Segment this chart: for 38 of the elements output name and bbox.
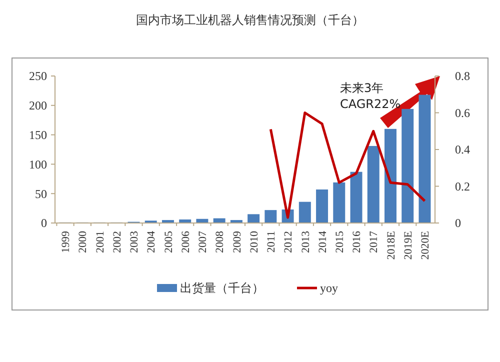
y-tick-label: 50 (35, 186, 47, 201)
x-tick-label: 2010 (248, 230, 260, 253)
x-tick-label: 2008 (214, 230, 226, 253)
chart-title: 国内市场工业机器人销售情况预测（千台） (136, 13, 364, 27)
x-tick-label: 2012 (282, 231, 295, 253)
y-tick-label: 250 (29, 69, 47, 84)
annotation: 未来3年 (340, 81, 384, 95)
y-tick-label: 100 (29, 157, 47, 172)
x-tick-label: 2009 (231, 230, 244, 253)
x-tick-label: 2005 (162, 230, 175, 253)
y2-tick-label: 0.2 (455, 179, 470, 194)
x-tick-label: 2016 (351, 230, 364, 253)
x-tick-label: 1999 (60, 230, 72, 253)
legend-label: yoy (320, 281, 338, 296)
y2-tick-label: 0 (455, 216, 461, 230)
y-tick-label: 0 (41, 216, 47, 230)
legend-label: 出货量（千台） (180, 281, 264, 296)
x-tick-label: 2011 (266, 231, 278, 253)
x-tick-label: 2004 (146, 230, 158, 253)
x-tick-label: 2013 (300, 230, 312, 253)
x-tick-label: 2006 (180, 230, 192, 253)
x-tick-label: 2019E (402, 230, 414, 260)
x-tick-label: 2003 (128, 230, 141, 253)
x-tick-label: 2001 (94, 231, 106, 253)
x-tick-label: 2007 (197, 230, 210, 253)
y2-tick-label: 0.8 (455, 69, 470, 84)
x-tick-label: 2020E (420, 230, 432, 260)
y-tick-label: 200 (29, 98, 47, 113)
x-tick-label: 2017 (368, 230, 380, 253)
y2-tick-label: 0.6 (455, 106, 470, 120)
annotation: CAGR22% (340, 97, 401, 111)
y-tick-label: 150 (29, 128, 47, 142)
x-tick-label: 2014 (316, 230, 329, 253)
y2-tick-label: 0.4 (455, 142, 470, 157)
x-tick-label: 2000 (77, 230, 90, 253)
x-tick-label: 2002 (111, 231, 124, 253)
x-tick-label: 2015 (334, 230, 346, 253)
x-tick-label: 2018E (385, 230, 398, 260)
